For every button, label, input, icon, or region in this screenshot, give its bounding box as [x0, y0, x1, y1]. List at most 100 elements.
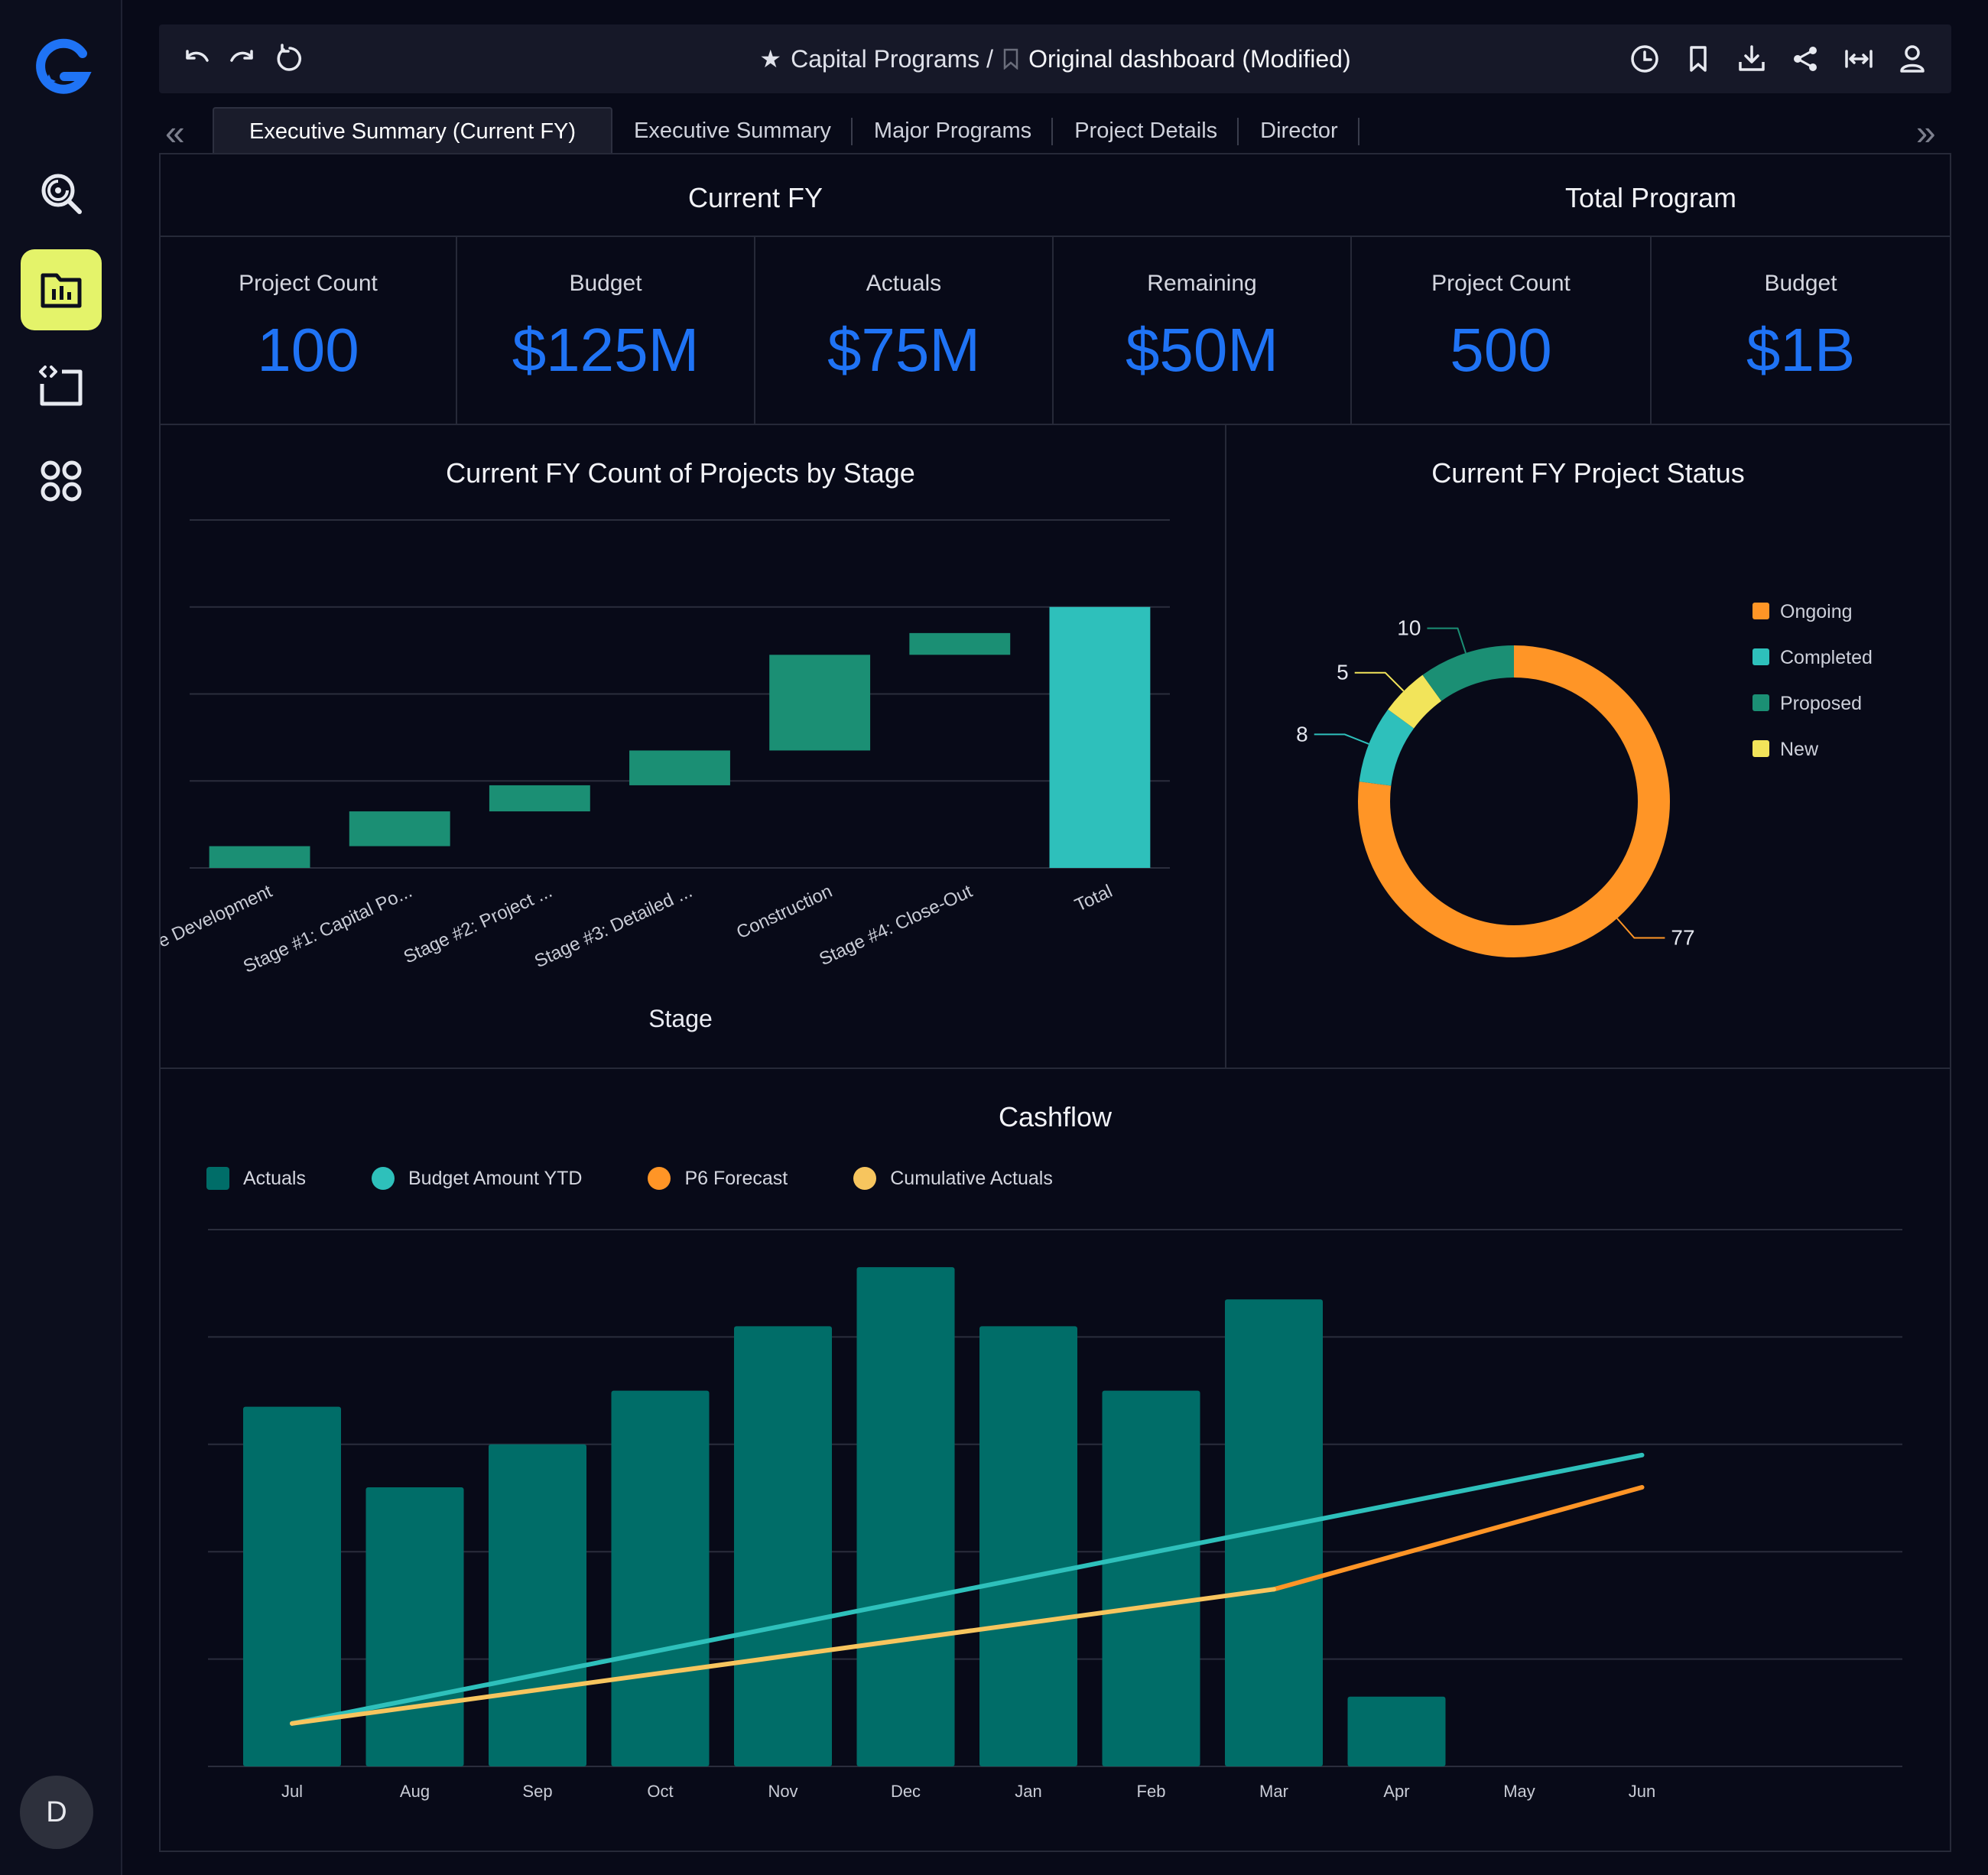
breadcrumb: ★ Capital Programs / Original dashboard …: [159, 24, 1951, 93]
cashflow-bar: [856, 1267, 955, 1766]
cashflow-bar: [1347, 1696, 1446, 1766]
legend-item-budget-amount-ytd[interactable]: Budget Amount YTD: [371, 1167, 582, 1190]
fit-width-icon: [1845, 50, 1873, 68]
donut-value-label: 5: [1337, 661, 1349, 684]
x-tick-label: Stage #4: Close-Out: [816, 881, 976, 970]
kpi-total-project-count: Project Count 500: [1352, 237, 1650, 424]
tab-major-programs[interactable]: Major Programs: [853, 107, 1054, 154]
sidebar-item-dashboards[interactable]: [21, 249, 102, 330]
donut-leader-line: [1427, 627, 1467, 654]
legend-label: Actuals: [243, 1167, 306, 1189]
tabs-scroll-left-icon[interactable]: «: [165, 112, 185, 152]
waterfall-bar: [349, 811, 450, 847]
tab-bar: Executive Summary (Current FY) Executive…: [213, 107, 1359, 154]
waterfall-bar: [209, 846, 310, 868]
divider: [1350, 237, 1352, 424]
donut-value-label: 10: [1397, 616, 1421, 640]
donut-slice: [1358, 645, 1670, 957]
share-button[interactable]: [1788, 41, 1823, 76]
legend-swatch: [1752, 740, 1769, 757]
legend-swatch: [371, 1167, 395, 1190]
history-button[interactable]: [1627, 41, 1662, 76]
bookmark-button[interactable]: [1681, 41, 1716, 76]
legend-label: Cumulative Actuals: [890, 1167, 1053, 1189]
kpi-value: 100: [257, 316, 359, 384]
download-button[interactable]: [1734, 41, 1769, 76]
divider: [159, 236, 1951, 237]
x-tick-label: Total: [1072, 881, 1116, 916]
tabs-scroll-right-icon[interactable]: »: [1916, 112, 1936, 152]
waterfall-bar: [769, 655, 871, 751]
kpi-total-budget: Budget $1B: [1652, 237, 1950, 424]
x-tick-label: Oct: [647, 1782, 673, 1801]
x-tick-label: Feb: [1137, 1782, 1166, 1801]
project-status-donut-chart: 77 8 5 10 Ongoing Completed Proposed New: [1296, 601, 1873, 957]
undo-icon: [186, 50, 209, 62]
legend-item-actuals[interactable]: Actuals: [206, 1167, 306, 1190]
waterfall-bar: [909, 632, 1011, 655]
waterfall-bar: [629, 750, 730, 785]
kpi-value: $1B: [1746, 316, 1856, 384]
user-icon: [1900, 45, 1925, 73]
legend-swatch: [1752, 603, 1769, 619]
divider: [159, 424, 1951, 425]
cashflow-chart: Jul Aug Sep Oct Nov Dec Jan Feb Mar Apr May Jun: [208, 1229, 1902, 1801]
tab-executive-summary[interactable]: Executive Summary: [612, 107, 853, 154]
donut-value-label: 8: [1296, 722, 1308, 746]
download-icon: [1739, 45, 1765, 71]
legend-label: New: [1780, 739, 1819, 760]
kpi-current-actuals: Actuals $75M: [755, 237, 1052, 424]
legend-item-cumulative-actuals[interactable]: Cumulative Actuals: [853, 1167, 1053, 1190]
x-axis-title: Stage: [648, 1005, 713, 1032]
redo-button[interactable]: [225, 41, 260, 76]
kpi-label: Project Count: [239, 271, 378, 296]
embed-icon: [39, 366, 83, 406]
star-icon[interactable]: ★: [759, 45, 782, 73]
profile-button[interactable]: [1895, 41, 1930, 76]
sidebar-item-apps[interactable]: [21, 440, 102, 522]
user-avatar[interactable]: D: [20, 1776, 93, 1849]
kpi-value: $75M: [827, 316, 981, 384]
cashflow-bar: [1225, 1299, 1323, 1766]
app-logo[interactable]: [28, 37, 95, 104]
sidebar-item-search[interactable]: [21, 153, 102, 234]
kpi-current-budget: Budget $125M: [457, 237, 754, 424]
dashboard-title: Original dashboard (Modified): [1028, 44, 1351, 73]
breadcrumb-root[interactable]: Capital Programs /: [791, 44, 994, 73]
kpi-label: Actuals: [866, 271, 942, 296]
cashflow-bar: [734, 1326, 832, 1766]
legend-swatch: [648, 1167, 671, 1190]
x-tick-label: Jan: [1015, 1782, 1041, 1801]
sidebar-item-embed[interactable]: [21, 344, 102, 425]
fit-width-button[interactable]: [1841, 41, 1876, 76]
kpi-current-project-count: Project Count 100: [161, 237, 456, 424]
sidebar: D: [0, 0, 122, 1875]
status-chart-title: Current FY Project Status: [1431, 457, 1745, 489]
legend-item-p6-forecast[interactable]: P6 Forecast: [648, 1167, 788, 1190]
tab-project-details[interactable]: Project Details: [1053, 107, 1239, 154]
cashflow-bar: [243, 1406, 341, 1766]
legend-swatch: [853, 1167, 877, 1190]
share-icon: [1794, 47, 1817, 71]
bookmark-icon: [1690, 46, 1707, 72]
cashflow-legend: Actuals Budget Amount YTD P6 Forecast Cu…: [206, 1167, 1053, 1190]
refresh-icon: [277, 44, 301, 71]
divider: [1650, 237, 1652, 424]
kpi-value: $50M: [1125, 316, 1279, 384]
bookmark-outline-icon: [1003, 48, 1018, 70]
dashboard-icon: [41, 273, 82, 308]
stage-chart-title: Current FY Count of Projects by Stage: [446, 457, 915, 489]
tab-executive-summary-current-fy[interactable]: Executive Summary (Current FY): [213, 107, 613, 154]
waterfall-total-bar: [1049, 606, 1151, 868]
kpi-label: Budget: [569, 271, 642, 296]
tab-director[interactable]: Director: [1239, 107, 1359, 154]
cashflow-bar: [979, 1326, 1077, 1766]
total-program-header: Total Program: [1564, 182, 1737, 213]
divider: [159, 1067, 1951, 1069]
refresh-button[interactable]: [272, 41, 307, 76]
apps-grid-icon: [41, 460, 82, 502]
x-tick-label: Nov: [768, 1782, 797, 1801]
divider: [456, 237, 457, 424]
undo-button[interactable]: [179, 41, 214, 76]
legend-label: Ongoing: [1780, 601, 1853, 622]
